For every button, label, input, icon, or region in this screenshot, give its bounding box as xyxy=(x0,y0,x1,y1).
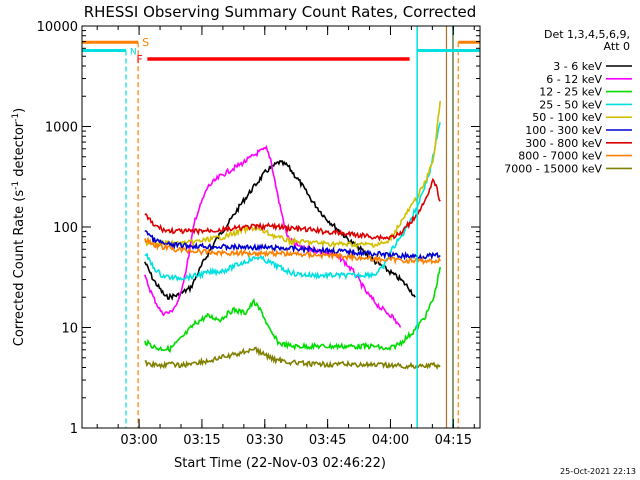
x-axis-label: Start Time (22-Nov-03 02:46:22) xyxy=(174,456,386,471)
legend-entry-label: 50 - 100 keV xyxy=(532,111,602,124)
legend-header-line2: Att 0 xyxy=(604,40,630,53)
y-axis-label-sup2: -1 xyxy=(11,113,21,122)
legend-entry-label: 12 - 25 keV xyxy=(539,86,602,99)
chart-title: RHESSI Observing Summary Count Rates, Co… xyxy=(84,3,477,21)
legend-entry-label: 100 - 300 keV xyxy=(525,124,602,137)
x-tick-label: 03:30 xyxy=(246,433,283,448)
series-line xyxy=(144,177,441,242)
x-tick-label: 03:15 xyxy=(183,433,220,448)
legend-entry-label: 800 - 7000 keV xyxy=(518,150,602,163)
legend-entry-label: 6 - 12 keV xyxy=(546,73,602,86)
y-axis-label-sup1: -1 xyxy=(11,181,21,190)
x-tick-label: 04:15 xyxy=(435,433,472,448)
y-axis-label-main: Corrected Count Rate (s xyxy=(12,190,27,347)
series-line xyxy=(144,122,441,282)
y-axis-label-mid: detector xyxy=(12,121,27,181)
x-tick-label: 03:45 xyxy=(309,433,346,448)
legend-entry-label: 7000 - 15000 keV xyxy=(504,162,602,175)
data-layer xyxy=(144,100,441,371)
y-tick-label: 1000 xyxy=(45,121,78,136)
y-tick-label: 1 xyxy=(70,422,78,437)
series-line xyxy=(144,230,441,261)
y-axis-label-end: ) xyxy=(12,108,27,113)
legend-header-line1: Det 1,3,4,5,6,9, xyxy=(544,28,630,41)
y-tick-label: 10000 xyxy=(37,20,78,35)
legend-entry-label: 300 - 800 keV xyxy=(525,137,602,150)
night-flag-label: N xyxy=(130,48,137,58)
series-line xyxy=(144,266,441,354)
saa-flag-label: S xyxy=(142,36,149,49)
footer-timestamp: 25-Oct-2021 22:13 xyxy=(560,467,636,476)
legend-entry-label: 3 - 6 keV xyxy=(553,60,602,73)
series-line xyxy=(144,100,441,249)
flare-flag-label: F xyxy=(136,53,142,66)
series-line xyxy=(144,236,441,266)
y-tick-label: 10 xyxy=(61,322,78,337)
x-axis: 03:00 03:15 03:30 03:45 04:00 04:15 xyxy=(96,26,475,448)
y-axis: 1 10 100 1000 10000 xyxy=(37,20,480,437)
y-axis-label: Corrected Count Rate (s-1 detector-1) xyxy=(11,108,27,346)
annotation-layer: SNF xyxy=(82,26,480,428)
x-tick-label: 04:00 xyxy=(372,433,409,448)
series-line xyxy=(144,346,441,371)
x-tick-label: 03:00 xyxy=(120,433,157,448)
y-tick-label: 100 xyxy=(53,221,78,236)
legend-entry-label: 25 - 50 keV xyxy=(539,98,602,111)
